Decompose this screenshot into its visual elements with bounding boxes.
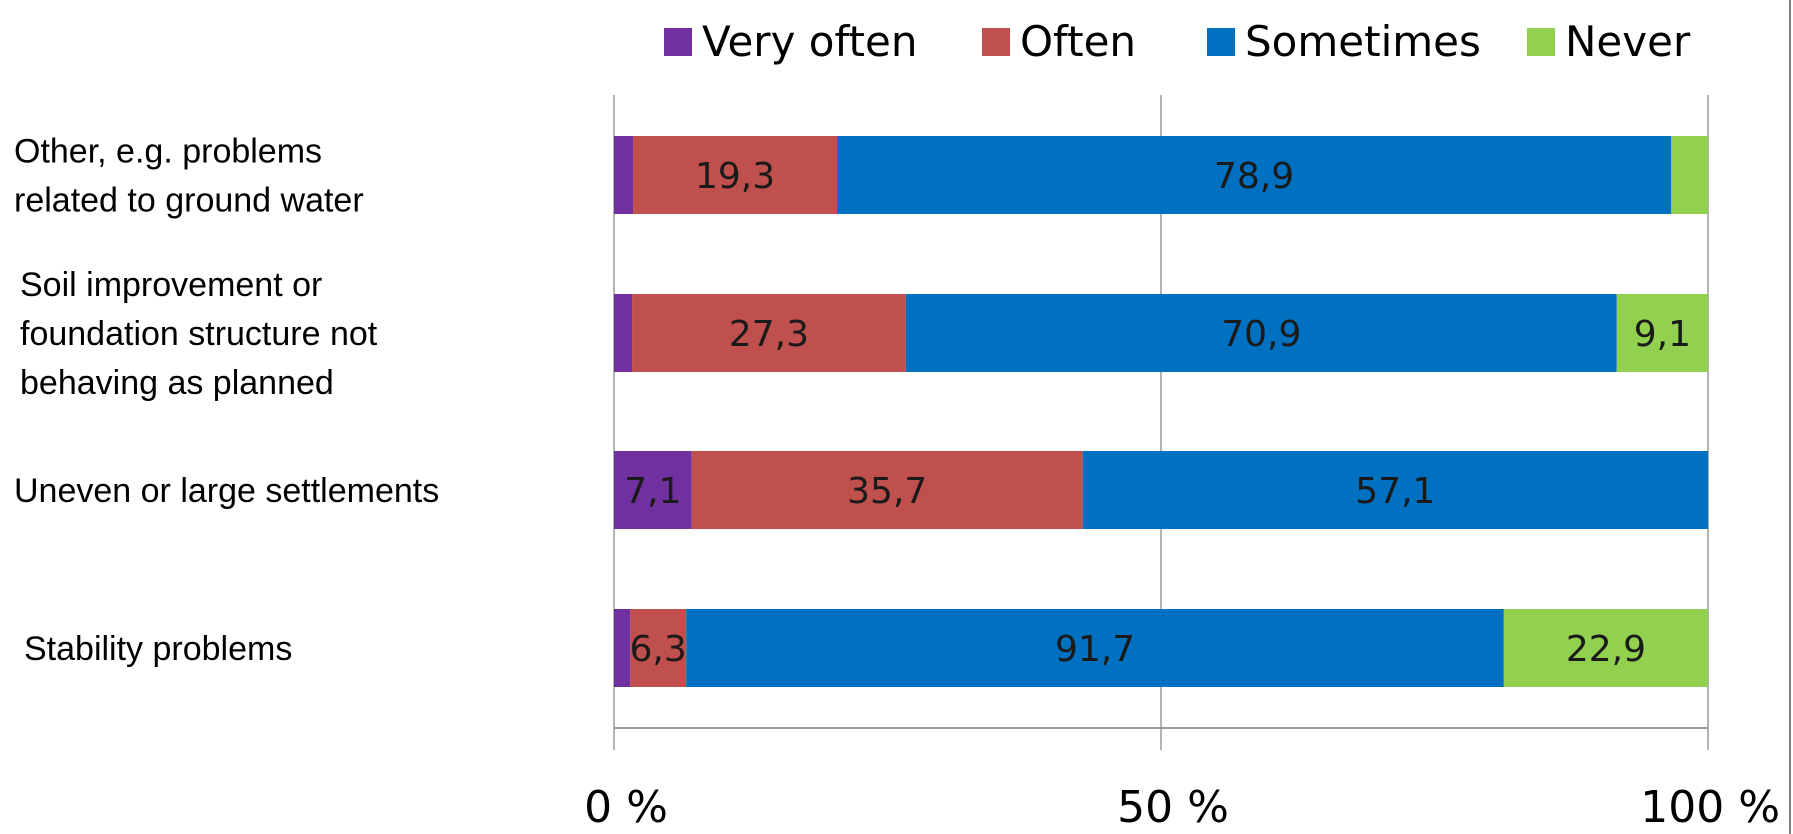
bar-segment-3-0 (1671, 136, 1708, 214)
category-label: Stability problems (24, 630, 292, 668)
legend-item: Very often (664, 17, 917, 66)
bar-segment-2-0 (837, 136, 1672, 214)
bar-segment-1-3 (630, 609, 687, 687)
category-labels: Other, e.g. problems related to ground wa… (14, 133, 439, 669)
legend-label: Sometimes (1245, 17, 1481, 66)
legend-swatch (664, 28, 692, 56)
legend-item: Sometimes (1207, 17, 1481, 66)
legend-label: Very often (702, 17, 917, 66)
bars: 19,3 78,9 27,3 70,9 9,1 7,1 35,7 57,1 6,3 91,7 22,… (614, 136, 1708, 687)
bar-segment-2-2 (1082, 451, 1708, 529)
data-label: 9,1 (1634, 314, 1691, 355)
data-label: 91,7 (1055, 629, 1135, 670)
x-axis-ticks: 0 % 50 % 100 % (584, 782, 1780, 833)
bar-segment-0-0 (614, 136, 634, 214)
data-label: 27,3 (729, 314, 809, 355)
bar-segment-1-2 (691, 451, 1083, 529)
bar-segment-3-1 (1616, 294, 1708, 372)
bar-segment-0-1 (614, 294, 633, 372)
legend-swatch (1527, 28, 1555, 56)
x-tick-label: 50 % (1117, 782, 1229, 833)
data-label: 19,3 (695, 156, 775, 197)
category-label-line: Uneven or large settlements (14, 472, 439, 510)
category-label-line: foundation structure not (20, 315, 378, 353)
category-label-line: related to ground water (14, 182, 364, 220)
legend-swatch (1207, 28, 1235, 56)
data-label: 78,9 (1214, 156, 1294, 197)
bar-segment-2-1 (905, 294, 1617, 372)
data-label: 35,7 (847, 471, 927, 512)
data-label: 6,3 (630, 629, 687, 670)
category-label: Uneven or large settlements (14, 472, 439, 510)
bar-segment-1-0 (633, 136, 838, 214)
data-label: 7,1 (624, 471, 681, 512)
bar-segment-0-3 (614, 609, 631, 687)
x-tick-label: 0 % (584, 782, 668, 833)
data-label: 22,9 (1566, 629, 1646, 670)
bar-segment-3-3 (1503, 609, 1708, 687)
legend-item: Often (982, 17, 1136, 66)
legend-item: Never (1527, 17, 1691, 66)
legend-label: Never (1565, 17, 1691, 66)
bar-segment-0-2 (614, 451, 692, 529)
legend: Very often Often Sometimes Never (664, 17, 1691, 66)
data-label: 70,9 (1221, 314, 1301, 355)
category-label-line: Soil improvement or (20, 266, 322, 304)
category-label-line: Stability problems (24, 630, 292, 668)
legend-label: Often (1020, 17, 1136, 66)
legend-swatch (982, 28, 1010, 56)
bar-segment-2-3 (686, 609, 1504, 687)
data-label: 57,1 (1355, 471, 1435, 512)
category-label: Soil improvement or foundation structure … (20, 266, 378, 402)
category-label-line: behaving as planned (20, 364, 334, 402)
category-label: Other, e.g. problems related to ground wa… (14, 133, 364, 220)
plot-frame (613, 0, 1791, 834)
category-label-line: Other, e.g. problems (14, 133, 322, 171)
bar-segment-1-1 (632, 294, 906, 372)
x-tick-label: 100 % (1640, 782, 1780, 833)
